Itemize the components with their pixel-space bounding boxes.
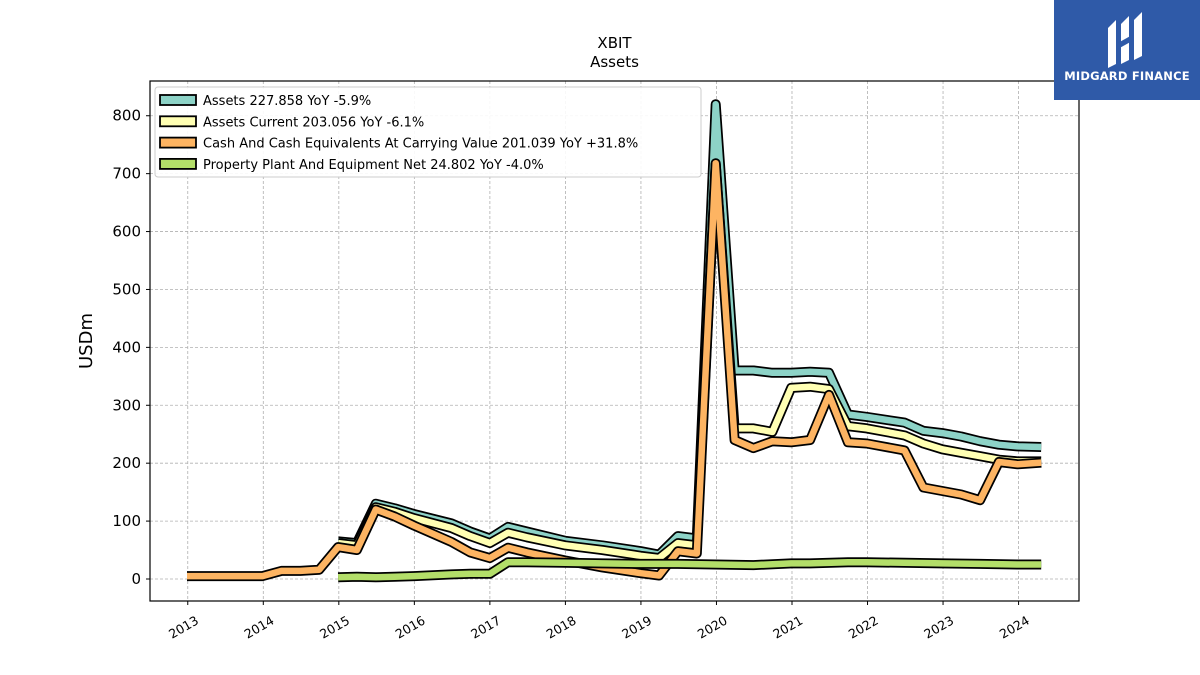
legend-swatch-3: [159, 136, 197, 149]
y-tick-label: 400: [112, 338, 141, 356]
x-tick-label: 2024: [997, 613, 1032, 642]
series-line-3: [187, 159, 1042, 580]
y-tick-label: 500: [112, 280, 141, 298]
y-tick-label: 100: [112, 512, 141, 530]
legend-swatch-2: [159, 115, 197, 128]
legend-box: [154, 86, 702, 178]
y-axis-label: USDm: [76, 313, 97, 369]
brand-name: MIDGARD FINANCE: [1064, 69, 1190, 83]
legend-label-1: Assets 227.858 YoY -5.9%: [203, 94, 371, 109]
legend-label-4: Property Plant And Equipment Net 24.802 …: [203, 158, 544, 173]
x-tick-label: 2023: [921, 613, 956, 642]
series-outline-3: [187, 158, 1042, 582]
y-tick-label: 200: [112, 454, 141, 472]
chart-title: XBIT: [597, 34, 632, 52]
y-tick-label: 800: [112, 107, 141, 125]
legend: Assets 227.858 YoY -5.9% Assets Current 2…: [154, 86, 702, 178]
x-tick-label: 2014: [242, 613, 277, 642]
x-tick-label: 2019: [619, 613, 654, 642]
series-line-4: [337, 558, 1042, 581]
x-tick-label: 2016: [393, 613, 428, 642]
legend-label-3: Cash And Cash Equivalents At Carrying Va…: [203, 137, 638, 152]
x-tick-label: 2022: [846, 613, 881, 642]
y-tick-label: 0: [131, 570, 141, 588]
x-tick-label: 2017: [468, 613, 503, 642]
x-tick-label: 2020: [695, 613, 730, 642]
x-tick-label: 2021: [770, 613, 805, 642]
series-lines: [187, 99, 1042, 583]
x-tick-label: 2015: [317, 613, 352, 642]
series-line-2: [337, 161, 1042, 562]
midgard-logo-icon: [1108, 12, 1142, 68]
y-tick-label: 700: [112, 165, 141, 183]
x-tick-label: 2018: [544, 613, 579, 642]
legend-label-2: Assets Current 203.056 YoY -6.1%: [203, 115, 424, 130]
legend-swatch-4: [159, 157, 197, 170]
plot-frame: [149, 80, 1080, 602]
legend-swatch-1: [159, 94, 197, 106]
y-tick-label: 600: [112, 223, 141, 241]
series-outline-2: [337, 159, 1042, 564]
y-tick-label: 300: [112, 396, 141, 414]
brand-logo: MIDGARD FINANCE: [1054, 0, 1200, 100]
chart-subtitle: Assets: [590, 53, 639, 71]
x-tick-label: 2013: [166, 613, 201, 642]
